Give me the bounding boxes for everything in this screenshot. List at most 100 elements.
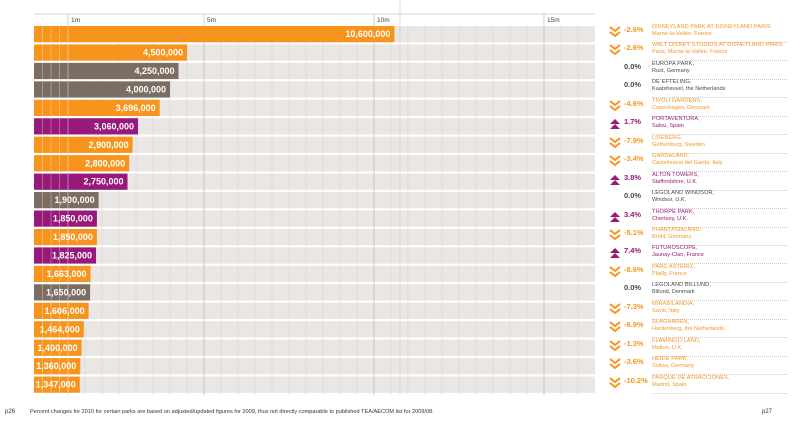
legend-row: -10.2% PARQUE DE ATRACCIONES, Madrid, Spai… [600,375,800,397]
park-location: Windsor, U.K. [652,197,687,204]
bar-track [34,192,595,209]
park-location: Kaatsheuvel, the Netherlands [652,86,726,93]
bar [34,173,128,190]
triangle-up-icon [610,119,620,130]
legend-row: 0.0% LEGOLAND WINDSOR, Windsor, U.K. [600,190,800,212]
row-separator [652,115,787,117]
percent-change: -2.6% [624,25,644,34]
bar [34,155,130,172]
triangle-up-icon [610,211,620,222]
bar-value-label: 2,900,000 [89,140,129,150]
park-name: FUTUROSCOPE, [652,245,698,252]
row-separator [652,337,787,339]
bar-track [34,99,595,116]
park-location: Jaunay-Clan, France [652,252,704,259]
bar-value-label: 4,500,000 [143,48,183,58]
park-name: EUROPA PARK, [652,60,695,67]
bar-track [34,339,595,356]
bar [34,247,97,264]
bar-track [34,247,595,264]
park-name: HEIDE PARK, [652,356,689,363]
axis-tick-label: 15m [547,17,560,24]
bar [34,118,139,135]
legend-row: -2.6% DISNEYLAND PARK AT Disneyland Paris… [600,24,800,46]
percent-change: -3.6% [624,357,644,367]
bar-value-label: 1,850,000 [53,232,93,242]
bar-value-label: 1,464,000 [40,324,80,334]
bar-value-label: 4,000,000 [126,84,166,94]
legend-row: -2.6% WALT DISNEY STUDIOS AT Disneyland P… [600,42,800,64]
percent-change: 3.4% [624,209,642,219]
percent-change: -5.1% [624,227,644,237]
bar [34,136,133,153]
park-name: PHANTASIALAND, [652,226,702,233]
double-chevron-down-icon [609,229,621,241]
legend-row: 1.7% PORTAVENTURA, Salou, Spain [600,116,800,138]
percent-change: -10.2% [624,375,648,385]
park-name: DE EFTELING, [652,79,692,86]
park-location: Staffordshire, U.K. [652,178,698,185]
percent-change: 0.0% [624,191,642,201]
bar-value-label: 1,360,000 [36,361,76,371]
legend-row: -1.3% FLAMINGO LAND, Malton, U.K. [600,338,800,360]
park-location: Hardenberg, the Netherlands [652,326,725,333]
row-separator [652,226,787,228]
row-separator [652,152,787,154]
percent-change: -3.4% [624,154,644,164]
park-location: Marne-la-Vallée, France [652,31,712,37]
bar-track [34,136,595,153]
legend-row: 3.8% ALTON TOWERS, Staffordshire, U.K. [600,172,800,194]
percent-change: -4.6% [624,98,644,108]
bar-value-label: 1,900,000 [55,195,95,205]
bar-value-label: 1,825,000 [52,251,92,261]
bar [34,210,97,227]
page-number-left: p26 [5,409,16,415]
park-location: Brühl, Germany [652,233,692,240]
double-chevron-down-icon [609,26,621,38]
bar [34,339,82,356]
double-chevron-down-icon [609,321,621,333]
bar-track [34,321,595,338]
park-name: PARQUE DE ATRACCIONES, [652,374,730,381]
park-location: Chertsey, U.K. [652,215,688,222]
axis-tick-label: 5m [207,17,216,24]
park-name: ALTON TOWERS, [652,171,699,178]
row-separator [652,171,787,173]
percent-change: 7.4% [624,246,642,256]
triangle-up-icon [610,248,620,259]
legend-row: 3.4% THORPE PARK, Chertsey, U.K. [600,209,800,231]
bar-track [34,118,595,135]
legend-row: 0.0% LEGOLAND BILLUND, Billund, Denmark [600,282,800,304]
axis-tick-label: 1m [71,17,80,24]
bar-track [34,376,595,393]
legend-row: -7.9% LISEBERG, Gothenburg, Sweden [600,135,800,157]
row-separator [652,189,787,191]
bar [34,376,80,393]
legend-row: -6.9% SLAGHAREN, Hardenberg, the Netherlan… [600,319,800,341]
park-location: Paris, Marne-la-Vallée, France [652,49,728,56]
bar [34,62,179,80]
double-chevron-down-icon [609,339,621,351]
park-name: PARC ASTERIX, [652,263,696,270]
bar-value-label: 10,600,000 [345,29,390,39]
park-location: Madrid, Spain [652,381,687,388]
row-separator [652,60,787,62]
double-chevron-down-icon [609,376,621,388]
double-chevron-down-icon [609,136,621,148]
percent-change: -2.6% [624,43,644,53]
bar-track [34,228,595,246]
row-separator [652,208,787,210]
row-separator [652,42,787,43]
bar-track [34,155,595,172]
percent-change: -1.3% [624,338,644,348]
percent-change: 3.8% [624,172,642,182]
row-separator [652,97,787,99]
bar-value-label: 1,663,000 [46,269,86,279]
bar-track [34,302,595,319]
park-name: MIRABILANDIA, [652,300,695,307]
park-location: Copenhagen, Denmark [652,104,710,111]
percent-change: 0.0% [624,80,642,90]
legend-row: -8.6% PARC ASTERIX, Plailly, France [600,264,800,286]
row-separator [652,374,787,376]
row-separator [652,318,787,320]
